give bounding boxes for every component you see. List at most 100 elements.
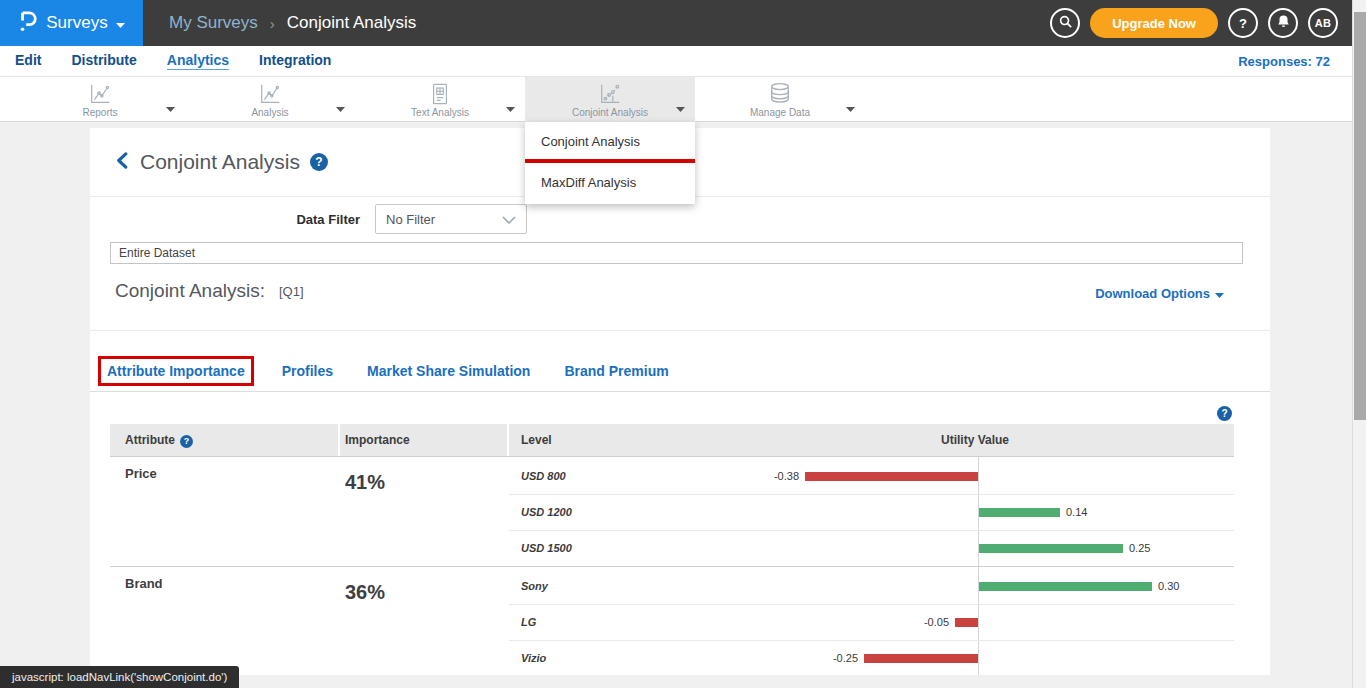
nav-item-distribute[interactable]: Distribute (71, 52, 136, 70)
toolbar-item-reports[interactable]: Reports (15, 77, 185, 122)
caret-down-icon (116, 14, 125, 32)
page-title: Conjoint Analysis (140, 150, 300, 174)
level-row-sony: Sony 0.30 (509, 569, 1234, 605)
chevron-down-icon (502, 212, 516, 227)
level-label: Vizio (521, 652, 546, 664)
scrollbar-thumb[interactable] (1354, 12, 1366, 420)
table-header-row: Attribute? Importance Level Utility Valu… (110, 424, 1234, 456)
line-chart-icon (88, 82, 112, 106)
caret-down-icon[interactable] (502, 94, 519, 120)
divider (90, 391, 1270, 392)
primary-nav: Edit Distribute Analytics Integration (0, 52, 331, 70)
scatter-chart-icon (598, 82, 622, 106)
dataset-field[interactable]: Entire Dataset (110, 242, 1243, 264)
section-title: Conjoint Analysis: (115, 280, 265, 302)
utility-value: -0.38 (774, 470, 799, 482)
importance-value: 41% (345, 471, 385, 494)
attribute-group-brand: Brand 36% Sony 0.30 LG -0.05 Vizio -0.25 (110, 566, 1234, 675)
level-label: USD 1200 (521, 506, 572, 518)
result-tabs: Attribute Importance Profiles Market Share… (98, 356, 675, 386)
caret-down-icon[interactable] (162, 94, 179, 120)
notifications-button[interactable] (1268, 8, 1298, 38)
column-level: Level (521, 433, 552, 447)
column-importance: Importance (345, 433, 410, 447)
toolbar-item-analysis[interactable]: Analysis (185, 77, 355, 122)
data-filter-label: Data Filter (240, 212, 360, 227)
column-utility-value: Utility Value (941, 433, 1009, 447)
utility-value: 0.14 (1066, 506, 1087, 518)
breadcrumb: My Surveys › Conjoint Analysis (169, 13, 416, 33)
toolbar-item-text-analysis[interactable]: Text Analysis (355, 77, 525, 122)
section-question-code: [Q1] (279, 284, 304, 299)
column-attribute: Attribute (125, 433, 175, 447)
search-button[interactable] (1050, 8, 1080, 38)
toolbar-item-conjoint-analysis[interactable]: Conjoint Analysis (525, 77, 695, 122)
vertical-scrollbar[interactable] (1352, 0, 1366, 688)
link-status-tooltip: javascript: loadNavLink('showConjoint.do… (0, 666, 239, 688)
toolbar-item-manage-data[interactable]: Manage Data (695, 77, 865, 122)
level-row-usd-1500: USD 1500 0.25 (509, 531, 1234, 567)
caret-down-icon[interactable] (332, 94, 349, 120)
level-row-usd-800: USD 800 -0.38 (509, 459, 1234, 495)
breadcrumb-current: Conjoint Analysis (287, 13, 416, 33)
surveys-menu[interactable]: Surveys (0, 0, 143, 46)
upgrade-now-button[interactable]: Upgrade Now (1090, 8, 1218, 38)
utility-bar (955, 618, 978, 627)
utility-bar (979, 582, 1152, 591)
tab-market-share-simulation[interactable]: Market Share Simulation (361, 359, 536, 383)
analytics-toolbar: Reports Analysis Text Analysis Conjoint … (0, 77, 1352, 122)
level-row-lg: LG -0.05 (509, 605, 1234, 641)
breadcrumb-parent[interactable]: My Surveys (169, 13, 258, 33)
utility-value: 0.30 (1158, 580, 1179, 592)
utility-value: -0.05 (924, 616, 949, 628)
dropdown-item-maxdiff-analysis[interactable]: MaxDiff Analysis (525, 163, 695, 200)
utility-bar (864, 654, 978, 663)
attribute-group-price: Price 41% USD 800 -0.38 USD 1200 0.14 US… (110, 456, 1234, 566)
level-label: USD 800 (521, 470, 566, 482)
divider (90, 330, 1270, 331)
nav-item-edit[interactable]: Edit (15, 52, 41, 70)
utility-value: 0.25 (1129, 542, 1150, 554)
nav-item-analytics[interactable]: Analytics (167, 52, 229, 70)
product-name: Surveys (46, 13, 107, 33)
main-content-card: Conjoint Analysis ? Data Filter No Filte… (90, 128, 1270, 675)
level-label: USD 1500 (521, 542, 572, 554)
attribute-importance-table: Attribute? Importance Level Utility Valu… (110, 424, 1234, 675)
tab-brand-premium[interactable]: Brand Premium (558, 359, 674, 383)
utility-bar (979, 544, 1123, 553)
responses-count[interactable]: Responses: 72 (1238, 54, 1330, 69)
utility-value: -0.25 (833, 652, 858, 664)
tab-attribute-importance[interactable]: Attribute Importance (98, 356, 254, 386)
top-header: Surveys My Surveys › Conjoint Analysis U… (0, 0, 1352, 46)
attribute-help-icon[interactable]: ? (180, 435, 193, 448)
dropdown-item-conjoint-analysis[interactable]: Conjoint Analysis (525, 122, 695, 159)
table-body: Price 41% USD 800 -0.38 USD 1200 0.14 US… (110, 456, 1234, 675)
breadcrumb-separator: › (270, 15, 275, 32)
caret-down-icon[interactable] (672, 94, 689, 120)
level-label: Sony (521, 580, 548, 592)
header-actions: Upgrade Now ? AB (1050, 8, 1338, 38)
table-help-icon[interactable]: ? (1217, 406, 1232, 421)
level-row-usd-1200: USD 1200 0.14 (509, 495, 1234, 531)
line-chart-icon (258, 82, 282, 106)
search-icon (1058, 14, 1073, 32)
caret-down-icon (1215, 286, 1224, 301)
caret-down-icon[interactable] (842, 94, 859, 120)
tab-profiles[interactable]: Profiles (276, 359, 339, 383)
survey-subnav: Edit Distribute Analytics Integration Respo… (0, 46, 1352, 77)
database-icon (767, 82, 793, 106)
data-filter-select[interactable]: No Filter (375, 204, 527, 234)
download-options-button[interactable]: Download Options (1095, 286, 1224, 301)
nav-item-integration[interactable]: Integration (259, 52, 331, 70)
utility-bar (805, 472, 978, 481)
back-chevron-icon[interactable] (115, 152, 130, 173)
utility-bar (979, 508, 1060, 517)
help-button[interactable]: ? (1228, 8, 1258, 38)
data-filter-value: No Filter (386, 212, 435, 227)
questionpro-logo-icon (18, 9, 38, 38)
conjoint-analysis-dropdown: Conjoint Analysis MaxDiff Analysis (525, 122, 695, 204)
page-help-icon[interactable]: ? (310, 153, 328, 171)
level-row-vizio: Vizio -0.25 (509, 641, 1234, 675)
avatar[interactable]: AB (1308, 8, 1338, 38)
document-chart-icon (429, 82, 451, 106)
